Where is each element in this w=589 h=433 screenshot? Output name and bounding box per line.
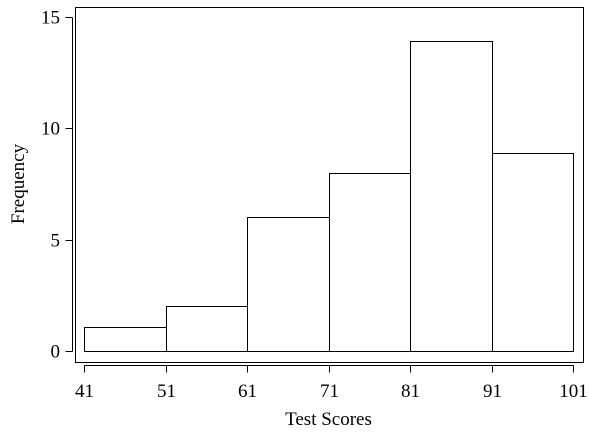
histogram-bar xyxy=(84,327,167,352)
y-tick-label: 10 xyxy=(41,119,60,140)
x-tick-label: 61 xyxy=(238,381,257,402)
x-tick-label: 91 xyxy=(483,381,502,402)
y-tick-label: 5 xyxy=(51,231,61,252)
y-axis-label: Frequency xyxy=(8,143,29,224)
x-tick-label: 41 xyxy=(75,381,94,402)
x-tick-label: 71 xyxy=(320,381,339,402)
x-tick-label: 51 xyxy=(157,381,176,402)
y-tick-label: 15 xyxy=(41,8,60,29)
plot-frame xyxy=(75,7,584,363)
x-axis: 41 51 61 71 81 91 101 xyxy=(75,365,588,402)
x-axis-label: Test Scores xyxy=(285,409,372,430)
histogram-bar xyxy=(166,306,248,352)
x-tick-label: 81 xyxy=(401,381,420,402)
histogram-bar xyxy=(247,217,330,352)
histogram-bar xyxy=(329,173,411,352)
x-tick-label: 101 xyxy=(559,381,588,402)
bars-layer xyxy=(84,41,574,352)
y-axis: 0 5 10 15 xyxy=(41,8,73,363)
histogram-bar xyxy=(492,153,574,352)
y-tick-label: 0 xyxy=(51,342,61,363)
histogram-bar xyxy=(410,41,493,352)
